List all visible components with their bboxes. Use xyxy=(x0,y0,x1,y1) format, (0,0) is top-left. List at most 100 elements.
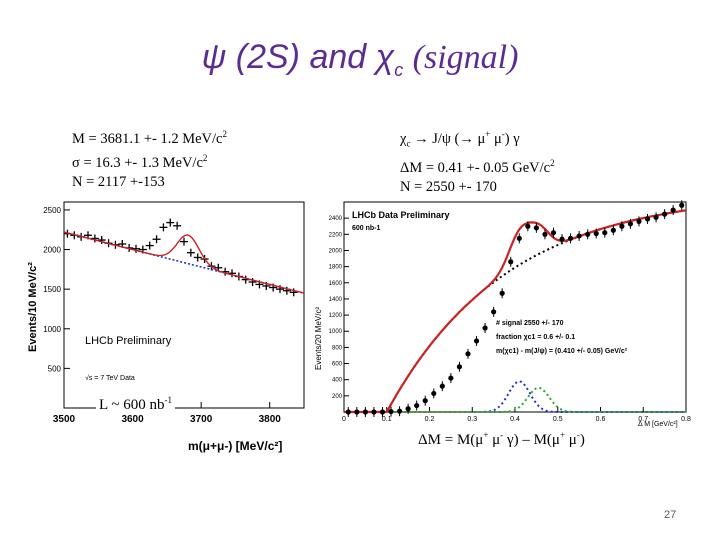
title-psi: ψ (2S) and xyxy=(201,38,367,76)
x-tick-label: 0.6 xyxy=(596,416,606,423)
plot-label-lhcb: LHCb Data Preliminary xyxy=(352,210,450,220)
y-tick-label: 400 xyxy=(332,378,343,384)
data-point xyxy=(644,216,651,222)
delta-m-formula: ΔM = M(μ+ μ- γ) – M(μ+ μ-) xyxy=(418,430,585,448)
data-point xyxy=(602,230,608,236)
psi2s-mass-plot: 3500 3600 3700 3800 500 1000 1500 2000 2500 LHCb… xyxy=(27,201,305,453)
right-decay: χc → J/ψ (→ μ+ μ-) γ xyxy=(400,129,520,149)
y-tick-label: 600 xyxy=(332,362,343,368)
y-tick-label: 2000 xyxy=(329,248,343,254)
data-point xyxy=(414,402,420,409)
plot-frame xyxy=(343,201,687,413)
x-axis-label: m(μ+μ-) [MeV/c²] xyxy=(188,439,282,453)
left-mass: M = 3681.1 +- 1.2 MeV/c2 xyxy=(72,129,227,147)
data-point xyxy=(550,230,557,236)
data-point xyxy=(508,259,514,265)
y-tick-label: 2400 xyxy=(329,216,343,222)
legend-mass-diff: m(χc1) - m(J/ψ) = (0.410 +/- 0.05) GeV/c… xyxy=(496,348,628,355)
data-point xyxy=(396,408,403,414)
x-tick-label: 3800 xyxy=(259,414,282,425)
fit-curve xyxy=(344,209,687,414)
data-point xyxy=(345,409,351,415)
data-point xyxy=(362,409,368,415)
data-point xyxy=(516,235,522,241)
axis-ticks: 3500 3600 3700 3800 500 1000 1500 2000 2500 xyxy=(43,206,281,425)
x-tick-label: 3600 xyxy=(121,414,144,425)
axis-ticks: 0 0.1 0.2 0.3 0.4 0.5 0.6 0.7 0.8 200 400 600 800 100… xyxy=(329,216,691,423)
data-point xyxy=(473,338,480,344)
left-yield: N = 2117 +-153 xyxy=(72,173,165,190)
plot-frame xyxy=(63,201,305,409)
y-tick-label: 800 xyxy=(332,345,343,351)
data-point xyxy=(388,408,394,415)
data-point xyxy=(491,309,497,315)
data-point xyxy=(559,236,565,242)
x-tick-label: 0.8 xyxy=(681,416,691,423)
x-tick-label: 0.7 xyxy=(638,416,648,423)
data-point xyxy=(627,221,634,227)
data-point xyxy=(422,398,428,404)
data-point xyxy=(610,227,616,233)
x-tick-label: 0.5 xyxy=(553,416,563,423)
x-axis-label: Δ M [GeV/c²] xyxy=(638,421,678,428)
data-point xyxy=(670,207,676,213)
plot-lumi: 600 nb-1 xyxy=(352,225,381,232)
x-tick-label: 3500 xyxy=(53,414,76,425)
slide-title: ψ (2S) and χc (signal) xyxy=(0,38,720,81)
legend-fraction: fraction χc1 = 0.6 +/- 0.1 xyxy=(496,334,575,341)
right-yield: N = 2550 +- 170 xyxy=(400,178,497,195)
left-sigma: σ = 16.3 +- 1.3 MeV/c2 xyxy=(72,152,208,171)
title-chi: χ xyxy=(375,38,395,76)
data-point xyxy=(439,383,445,389)
y-tick-label: 1200 xyxy=(329,313,343,319)
data-point xyxy=(533,225,539,231)
plot-annotation: √s = 7 TeV Data xyxy=(85,374,135,382)
data-points xyxy=(345,200,685,417)
data-point xyxy=(525,223,531,229)
y-tick-label: 2000 xyxy=(43,246,61,255)
data-point xyxy=(456,364,463,370)
right-delta-m: ΔM = 0.41 +- 0.05 GeV/c2 xyxy=(400,157,555,176)
data-point xyxy=(576,233,582,239)
fit-curve xyxy=(63,231,305,294)
data-point xyxy=(448,375,454,381)
luminosity-label: L ~ 600 nb-1 xyxy=(96,395,175,414)
x-tick-label: 0.1 xyxy=(382,416,392,423)
data-point xyxy=(679,202,685,208)
y-tick-label: 1500 xyxy=(43,285,61,294)
y-tick-label: 200 xyxy=(332,394,343,400)
y-tick-label: 2200 xyxy=(329,232,343,238)
x-tick-label: 0.2 xyxy=(425,416,435,423)
y-tick-label: 500 xyxy=(48,364,62,373)
data-point xyxy=(653,214,659,220)
data-point xyxy=(482,325,488,331)
plot-label-lhcb: LHCb Preliminary xyxy=(85,335,172,347)
data-point xyxy=(371,409,377,415)
y-tick-label: 1800 xyxy=(329,265,343,271)
x-tick-label: 0.3 xyxy=(467,416,477,423)
x-tick-label: 3700 xyxy=(190,414,213,425)
data-point xyxy=(567,235,574,241)
chic-delta-m-plot: 0 0.1 0.2 0.3 0.4 0.5 0.6 0.7 0.8 200 400 600 800 100… xyxy=(314,200,691,428)
y-axis-label: Events/10 MeV/c² xyxy=(27,262,39,352)
data-point xyxy=(405,406,411,412)
page-number: 27 xyxy=(664,509,677,521)
data-point xyxy=(636,218,642,224)
right-fit-results: χc → J/ψ (→ μ+ μ-) γ ΔM = 0.41 +- 0.05 G… xyxy=(400,125,555,197)
title-signal: (signal) xyxy=(412,39,519,76)
legend-signal: # signal 2550 +/- 170 xyxy=(496,320,564,327)
left-fit-results: M = 3681.1 +- 1.2 MeV/c2 σ = 16.3 +- 1.3… xyxy=(72,125,227,192)
data-point xyxy=(354,409,360,415)
data-point xyxy=(431,390,437,397)
data-point xyxy=(662,211,668,217)
data-point xyxy=(499,290,505,296)
y-tick-label: 2500 xyxy=(43,206,61,215)
y-tick-label: 1400 xyxy=(329,297,343,303)
y-axis-label: Events/20 MeV/c² xyxy=(314,307,323,370)
y-tick-label: 1000 xyxy=(329,329,343,335)
data-point xyxy=(542,231,548,237)
y-tick-label: 1000 xyxy=(43,325,61,334)
x-tick-label: 0 xyxy=(342,416,346,423)
data-point xyxy=(619,223,625,229)
data-point xyxy=(465,351,471,357)
